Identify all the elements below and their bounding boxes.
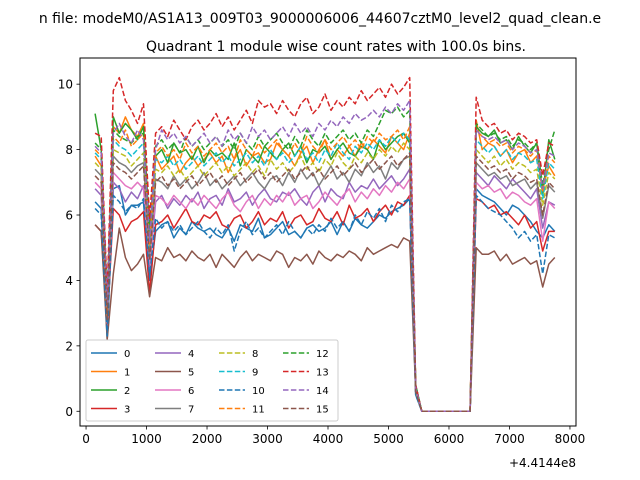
chart-title: Quadrant 1 module wise count rates with …: [146, 39, 526, 55]
x-tick-label: 8000: [555, 432, 586, 446]
figure-suptitle: n file: modeM0/AS1A13_009T03_9000006006_…: [39, 11, 601, 27]
legend-label-7: 7: [188, 405, 194, 416]
x-tick-label: 2000: [192, 432, 223, 446]
legend-label-13: 13: [316, 368, 329, 379]
series-layer: [94, 76, 556, 413]
series-line-14: [94, 99, 556, 413]
x-axis: 0 1000 2000 3000 4000 5000 6000 7000 8000: [82, 426, 585, 446]
series-line-13: [94, 76, 556, 413]
legend-frame: [85, 339, 339, 422]
x-tick-label: 3000: [252, 432, 283, 446]
y-tick-label: 4: [65, 274, 73, 288]
series-line-5: [94, 224, 556, 413]
series-line-3: [94, 194, 555, 413]
x-tick-label: 6000: [434, 432, 465, 446]
y-tick-label: 0: [65, 405, 73, 419]
legend-label-4: 4: [188, 349, 194, 360]
y-tick-label: 2: [65, 339, 73, 353]
series-line-12: [94, 106, 556, 413]
series-line-6: [94, 171, 556, 413]
series-line-4: [94, 168, 556, 413]
x-offset-label: +4.4144e8: [509, 456, 576, 470]
x-tick-label: 0: [82, 432, 90, 446]
x-tick-label: 1000: [131, 432, 162, 446]
x-tick-label: 5000: [373, 432, 404, 446]
legend-label-9: 9: [252, 368, 258, 379]
legend-label-5: 5: [188, 368, 194, 379]
y-tick-label: 10: [58, 78, 73, 92]
y-tick-label: 8: [65, 143, 73, 157]
y-axis: 0 2 4 6 8 10: [58, 78, 80, 419]
x-tick-label: 4000: [313, 432, 344, 446]
legend-label-2: 2: [124, 386, 130, 397]
x-tick-label: 7000: [494, 432, 525, 446]
legend-label-12: 12: [316, 349, 329, 360]
legend-label-10: 10: [252, 386, 265, 397]
legend-label-3: 3: [124, 405, 130, 416]
series-line-2: [94, 113, 556, 413]
series-line-8: [94, 142, 556, 413]
y-tick-label: 6: [65, 209, 73, 223]
series-line-0: [94, 184, 556, 413]
series-line-9: [94, 132, 556, 413]
legend-label-15: 15: [316, 405, 329, 416]
legend-label-6: 6: [188, 386, 194, 397]
series-line-10: [94, 194, 556, 413]
legend-label-1: 1: [124, 368, 130, 379]
legend-label-14: 14: [316, 386, 329, 397]
series-line-11: [94, 125, 556, 413]
legend-label-8: 8: [252, 349, 258, 360]
legend-label-11: 11: [252, 405, 265, 416]
legend-label-0: 0: [124, 349, 130, 360]
series-line-15: [94, 152, 556, 413]
